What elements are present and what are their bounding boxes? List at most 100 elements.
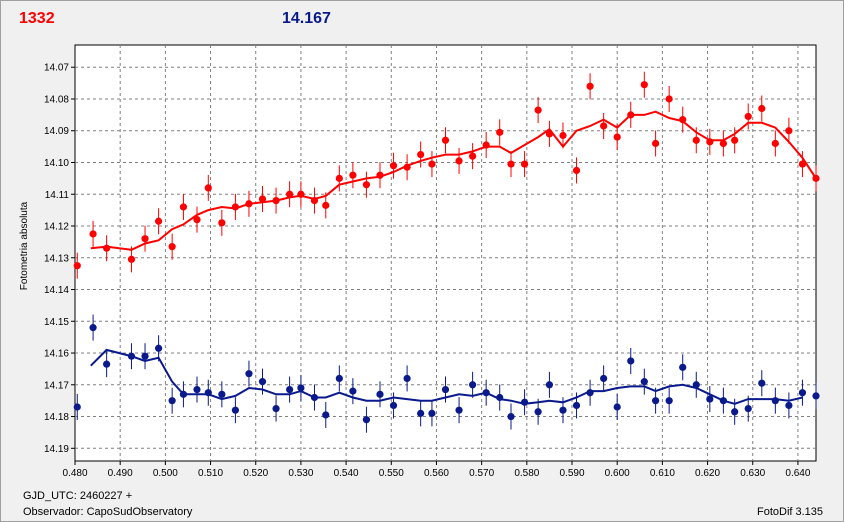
red-data-point [322, 201, 330, 209]
red-data-point [482, 141, 490, 149]
blue-data-point [428, 409, 436, 417]
red-data-point [349, 171, 357, 179]
red-data-point [559, 131, 567, 140]
y-tick-label: 14.13 [44, 253, 69, 264]
blue-data-point [349, 387, 357, 395]
blue-data-point [785, 401, 793, 410]
red-data-point [679, 116, 687, 124]
y-tick-label: 14.11 [45, 190, 70, 201]
blue-data-point [719, 397, 727, 405]
red-data-point [572, 166, 581, 175]
red-data-point [771, 139, 779, 148]
red-data-point [665, 95, 673, 103]
red-data-point [744, 112, 752, 121]
red-data-point [469, 152, 477, 160]
y-tick-label: 14.14 [44, 285, 69, 296]
blue-data-point [559, 406, 567, 414]
version-label: FotoDif 3.135 [757, 506, 824, 518]
y-tick-label: 14.10 [44, 158, 69, 169]
blue-data-point [496, 393, 504, 402]
blue-data-point [455, 406, 463, 414]
red-data-point [758, 104, 766, 113]
x-tick-label: 0.500 [153, 468, 178, 479]
red-data-point [719, 139, 727, 148]
red-data-point [376, 171, 384, 179]
y-tick-label: 14.12 [44, 222, 69, 233]
red-data-point [168, 243, 176, 251]
red-data-point [286, 190, 294, 198]
red-data-point [103, 244, 111, 252]
red-data-point [89, 230, 97, 238]
x-tick-label: 0.530 [288, 468, 313, 479]
blue-data-point [469, 381, 477, 389]
red-data-point [141, 235, 149, 243]
blue-data-point [127, 352, 136, 360]
x-tick-label: 0.590 [559, 468, 584, 479]
red-data-point [218, 219, 226, 227]
blue-trend-line [90, 348, 803, 405]
x-tick-label: 0.580 [514, 468, 539, 479]
blue-data-point [204, 389, 212, 397]
blue-data-point [520, 398, 529, 406]
red-data-point [428, 160, 436, 168]
red-data-point [613, 133, 621, 141]
blue-data-point [179, 390, 188, 398]
blue-data-point [73, 403, 81, 411]
red-data-point [534, 106, 542, 114]
red-data-point [193, 216, 201, 224]
blue-data-point [89, 324, 97, 332]
blue-data-point [389, 401, 398, 410]
blue-data-point [310, 393, 319, 402]
red-data-point [627, 111, 635, 119]
blue-data-point [231, 406, 239, 414]
blue-data-point [482, 389, 490, 397]
blue-data-point [258, 378, 267, 386]
red-data-point [204, 184, 212, 192]
blue-data-point [665, 397, 673, 405]
y-tick-label: 14.16 [44, 349, 69, 360]
blue-data-point [272, 405, 280, 413]
red-data-point [586, 82, 594, 90]
x-tick-label: 0.620 [695, 468, 720, 479]
blue-data-point [103, 360, 111, 368]
blue-data-point [545, 381, 554, 389]
red-data-point [731, 136, 739, 144]
x-tick-label: 0.510 [198, 468, 223, 479]
red-data-point [127, 255, 136, 263]
y-tick-label: 14.15 [44, 317, 69, 328]
blue-data-point [771, 397, 779, 405]
blue-data-point [627, 357, 635, 365]
blue-data-point [679, 363, 687, 371]
red-data-point [520, 160, 529, 168]
blue-star-label: 14.167 [282, 10, 331, 27]
x-tick-label: 0.640 [785, 468, 810, 479]
red-data-point [652, 139, 660, 148]
red-data-point [692, 136, 700, 144]
x-tick-label: 0.570 [469, 468, 494, 479]
red-data-point [258, 195, 267, 203]
blue-data-point [245, 370, 253, 378]
blue-data-point [376, 390, 384, 398]
x-tick-label: 0.560 [424, 468, 449, 479]
blue-data-point [218, 390, 226, 398]
red-data-point [600, 122, 608, 130]
blue-data-point [652, 397, 660, 405]
y-tick-label: 14.07 [44, 63, 69, 74]
blue-data-point [322, 411, 330, 419]
blue-data-point [600, 374, 608, 383]
observer-label: Observador: CapoSudObservatory [23, 506, 193, 518]
red-data-point [272, 197, 280, 205]
red-data-point [496, 128, 504, 136]
blue-data-point [572, 401, 581, 410]
gjd-label: GJD_UTC: 2460227 + [23, 490, 133, 502]
blue-data-point [441, 385, 450, 394]
blue-data-point [297, 384, 305, 392]
blue-data-point [286, 385, 294, 394]
blue-data-point [731, 408, 739, 416]
red-data-point [179, 203, 188, 211]
red-data-point [812, 174, 820, 182]
red-data-point [231, 203, 239, 211]
red-data-point [335, 174, 343, 182]
x-tick-label: 0.610 [650, 468, 675, 479]
red-data-point [706, 138, 714, 146]
